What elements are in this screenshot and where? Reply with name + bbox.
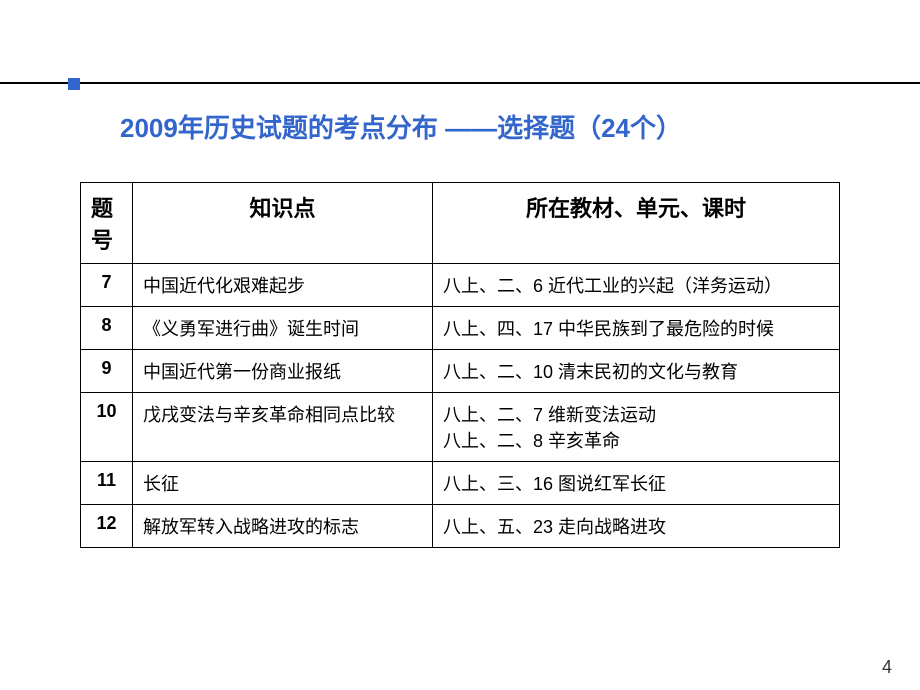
cell-loc: 八上、三、16 图说红军长征 xyxy=(433,462,840,505)
cell-num: 10 xyxy=(81,393,133,462)
cell-kp: 《义勇军进行曲》诞生时间 xyxy=(133,307,433,350)
page-title: 2009年历史试题的考点分布 ——选择题（24个） xyxy=(120,108,682,145)
cell-num: 12 xyxy=(81,505,133,548)
table-row: 10 戊戌变法与辛亥革命相同点比较 八上、二、7 维新变法运动八上、二、8 辛亥… xyxy=(81,393,840,462)
cell-num: 8 xyxy=(81,307,133,350)
cell-kp: 中国近代化艰难起步 xyxy=(133,264,433,307)
cell-num: 11 xyxy=(81,462,133,505)
exam-table: 题号 知识点 所在教材、单元、课时 7 中国近代化艰难起步 八上、二、6 近代工… xyxy=(80,182,840,548)
cell-loc: 八上、四、17 中华民族到了最危险的时候 xyxy=(433,307,840,350)
cell-loc: 八上、二、10 清末民初的文化与教育 xyxy=(433,350,840,393)
table-row: 11 长征 八上、三、16 图说红军长征 xyxy=(81,462,840,505)
cell-loc: 八上、二、6 近代工业的兴起（洋务运动） xyxy=(433,264,840,307)
col-header-kp: 知识点 xyxy=(133,183,433,264)
cell-num: 7 xyxy=(81,264,133,307)
cell-kp: 中国近代第一份商业报纸 xyxy=(133,350,433,393)
table-header-row: 题号 知识点 所在教材、单元、课时 xyxy=(81,183,840,264)
horizontal-rule xyxy=(0,82,920,84)
table-row: 9 中国近代第一份商业报纸 八上、二、10 清末民初的文化与教育 xyxy=(81,350,840,393)
cell-loc: 八上、五、23 走向战略进攻 xyxy=(433,505,840,548)
col-header-loc: 所在教材、单元、课时 xyxy=(433,183,840,264)
table-row: 12 解放军转入战略进攻的标志 八上、五、23 走向战略进攻 xyxy=(81,505,840,548)
cell-kp: 长征 xyxy=(133,462,433,505)
col-header-num: 题号 xyxy=(81,183,133,264)
table-row: 8 《义勇军进行曲》诞生时间 八上、四、17 中华民族到了最危险的时候 xyxy=(81,307,840,350)
cell-loc: 八上、二、7 维新变法运动八上、二、8 辛亥革命 xyxy=(433,393,840,462)
table-row: 7 中国近代化艰难起步 八上、二、6 近代工业的兴起（洋务运动） xyxy=(81,264,840,307)
cell-kp: 解放军转入战略进攻的标志 xyxy=(133,505,433,548)
cell-kp: 戊戌变法与辛亥革命相同点比较 xyxy=(133,393,433,462)
cell-num: 9 xyxy=(81,350,133,393)
accent-square xyxy=(68,78,80,90)
page-number: 4 xyxy=(882,657,892,678)
